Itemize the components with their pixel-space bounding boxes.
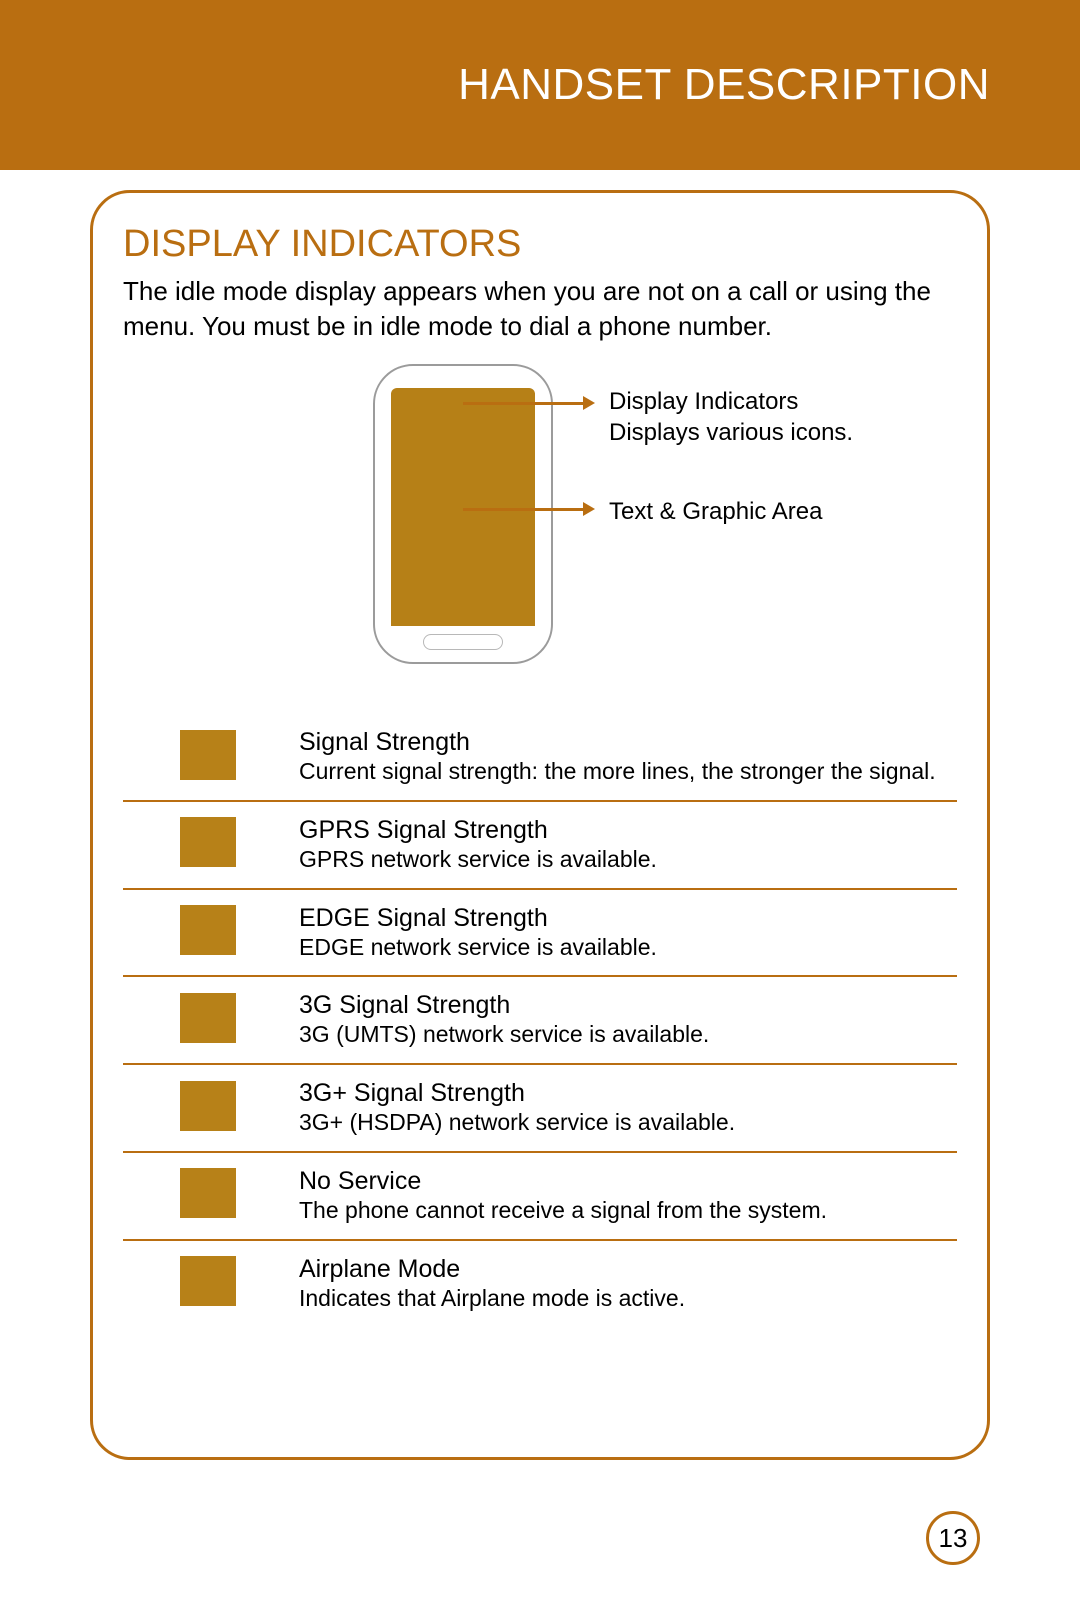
table-row: GPRS Signal StrengthGPRS network service… (123, 801, 957, 889)
indicator-desc: The phone cannot receive a signal from t… (299, 1196, 951, 1225)
indicator-desc: 3G (UMTS) network service is available. (299, 1020, 951, 1049)
callout-arrowhead-icon (583, 396, 595, 410)
indicator-text-cell: Signal StrengthCurrent signal strength: … (293, 714, 957, 801)
indicator-desc: Indicates that Airplane mode is active. (299, 1284, 951, 1313)
icon-cell (123, 1152, 293, 1240)
icon-cell (123, 1064, 293, 1152)
indicator-text-cell: 3G+ Signal Strength3G+ (HSDPA) network s… (293, 1064, 957, 1152)
indicator-text-cell: No ServiceThe phone cannot receive a sig… (293, 1152, 957, 1240)
icon-cell (123, 889, 293, 977)
callout-arrow-icon (463, 402, 583, 405)
indicator-desc: EDGE network service is available. (299, 933, 951, 962)
icon-cell (123, 714, 293, 801)
indicator-text-cell: GPRS Signal StrengthGPRS network service… (293, 801, 957, 889)
icon-cell (123, 976, 293, 1064)
indicator-swatch-icon (180, 817, 236, 867)
icon-cell (123, 1240, 293, 1327)
indicator-title: 3G Signal Strength (299, 991, 951, 1020)
indicator-swatch-icon (180, 730, 236, 780)
indicator-title: 3G+ Signal Strength (299, 1079, 951, 1108)
indicator-desc: 3G+ (HSDPA) network service is available… (299, 1108, 951, 1137)
indicator-title: GPRS Signal Strength (299, 816, 951, 845)
table-row: 3G Signal Strength3G (UMTS) network serv… (123, 976, 957, 1064)
indicator-title: Signal Strength (299, 728, 951, 757)
phone-screen-icon (391, 388, 535, 626)
indicator-swatch-icon (180, 1081, 236, 1131)
indicator-title: Airplane Mode (299, 1255, 951, 1284)
section-intro: The idle mode display appears when you a… (123, 274, 957, 344)
content-box: DISPLAY INDICATORS The idle mode display… (90, 190, 990, 1460)
indicator-swatch-icon (180, 1256, 236, 1306)
indicator-swatch-icon (180, 905, 236, 955)
callout-1-text: Display Indicators Displays various icon… (609, 386, 853, 448)
callout-arrowhead-icon (583, 502, 595, 516)
callout-1-line1: Display Indicators (609, 386, 853, 417)
table-row: 3G+ Signal Strength3G+ (HSDPA) network s… (123, 1064, 957, 1152)
indicator-desc: Current signal strength: the more lines,… (299, 757, 951, 786)
callout-arrow-icon (463, 508, 583, 511)
phone-figure: Display Indicators Displays various icon… (123, 364, 957, 694)
indicator-title: No Service (299, 1167, 951, 1196)
table-row: No ServiceThe phone cannot receive a sig… (123, 1152, 957, 1240)
indicator-swatch-icon (180, 1168, 236, 1218)
icon-cell (123, 801, 293, 889)
indicator-table: Signal StrengthCurrent signal strength: … (123, 714, 957, 1326)
section-title: DISPLAY INDICATORS (123, 223, 957, 266)
indicator-title: EDGE Signal Strength (299, 904, 951, 933)
page-header: HANDSET DESCRIPTION (0, 0, 1080, 170)
indicator-swatch-icon (180, 993, 236, 1043)
indicator-desc: GPRS network service is available. (299, 845, 951, 874)
indicator-text-cell: 3G Signal Strength3G (UMTS) network serv… (293, 976, 957, 1064)
indicator-text-cell: Airplane ModeIndicates that Airplane mod… (293, 1240, 957, 1327)
callout-2-line1: Text & Graphic Area (609, 496, 822, 527)
page-number: 13 (926, 1511, 980, 1565)
phone-home-button-icon (423, 634, 503, 650)
table-row: Airplane ModeIndicates that Airplane mod… (123, 1240, 957, 1327)
table-row: EDGE Signal StrengthEDGE network service… (123, 889, 957, 977)
callout-1-line2: Displays various icons. (609, 417, 853, 448)
callout-2-text: Text & Graphic Area (609, 496, 822, 527)
header-title: HANDSET DESCRIPTION (458, 60, 990, 110)
table-row: Signal StrengthCurrent signal strength: … (123, 714, 957, 801)
indicator-text-cell: EDGE Signal StrengthEDGE network service… (293, 889, 957, 977)
